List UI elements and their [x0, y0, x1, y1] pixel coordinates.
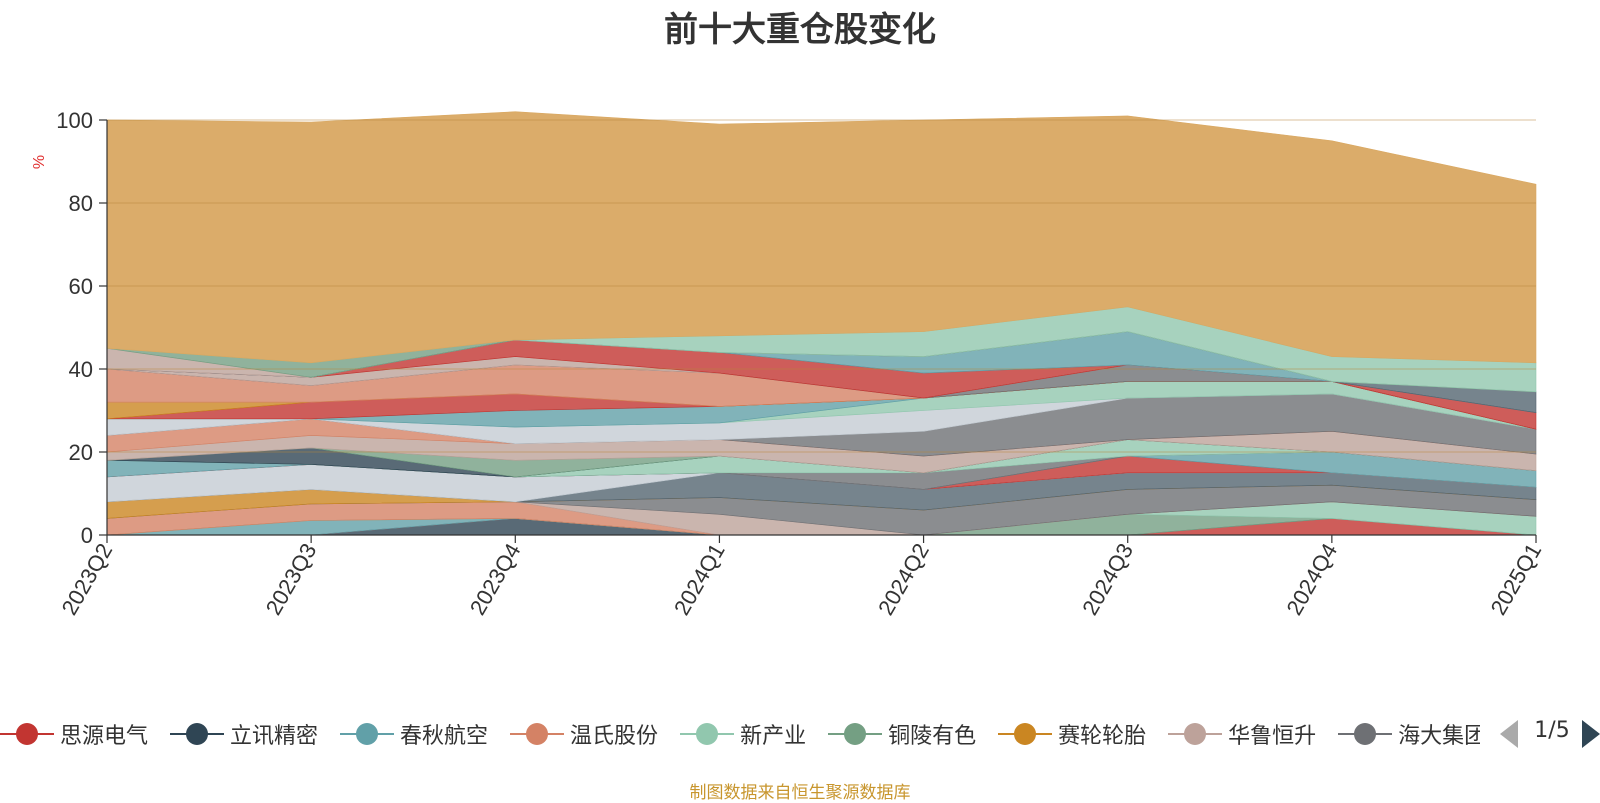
y-tick-label-0: 0 — [81, 523, 93, 548]
legend-label: 华鲁恒升 — [1228, 724, 1317, 749]
legend-next-page-icon[interactable] — [1582, 720, 1600, 748]
legend-label: 春秋航空 — [400, 724, 489, 749]
x-tick-label-2: 2023Q4 — [465, 539, 526, 619]
legend-item-7[interactable]: 华鲁恒升 — [1168, 712, 1316, 756]
legend-marker-icon — [170, 723, 225, 745]
legend-item-6[interactable]: 赛轮轮胎 — [998, 712, 1146, 756]
legend-prev-page-icon[interactable] — [1500, 720, 1518, 748]
legend-label: 思源电气 — [60, 724, 149, 749]
legend-page-indicator: 1/5 — [1534, 718, 1570, 743]
legend-item-4[interactable]: 新产业 — [680, 712, 806, 756]
area-series-34 — [106, 111, 1537, 364]
legend-item-1[interactable]: 立讯精密 — [170, 712, 318, 756]
legend-label: 海大集团 — [1398, 724, 1480, 749]
y-tick-label-1: 20 — [69, 440, 93, 465]
x-tick-label-7: 2025Q1 — [1486, 539, 1547, 619]
legend-item-8[interactable]: 海大集团 — [1338, 712, 1480, 756]
legend-marker-icon — [998, 723, 1053, 745]
x-tick-label-3: 2024Q1 — [669, 539, 730, 619]
legend-marker-icon — [340, 723, 395, 745]
x-tick-label-5: 2024Q3 — [1077, 539, 1138, 619]
legend-marker-icon — [680, 723, 735, 745]
legend-item-3[interactable]: 温氏股份 — [510, 712, 658, 756]
chart-title: 前十大重仓股变化 — [664, 10, 936, 50]
x-tick-label-1: 2023Q3 — [261, 539, 322, 619]
legend-item-2[interactable]: 春秋航空 — [340, 712, 488, 756]
x-tick-label-6: 2024Q4 — [1281, 539, 1342, 619]
legend-label: 立讯精密 — [230, 724, 319, 749]
x-tick-label-0: 2023Q2 — [57, 539, 118, 619]
legend: 思源电气 立讯精密 春秋航空 温氏股份 新产业 铜陵有色 赛轮轮胎 华鲁恒升 海大集团 — [0, 712, 1480, 756]
legend-marker-icon — [510, 723, 565, 745]
legend-marker-icon — [0, 723, 54, 745]
legend-label: 温氏股份 — [570, 724, 659, 749]
legend-label: 铜陵有色 — [888, 724, 977, 749]
y-axis-label: % — [31, 155, 48, 169]
chart-area: 0 20 40 60 80 100 2023Q2 2023Q3 2023Q4 2024Q1 2024… — [31, 108, 1547, 619]
legend-item-0[interactable]: 思源电气 — [0, 712, 148, 756]
legend-marker-icon — [828, 723, 883, 745]
y-tick-label-2: 40 — [69, 357, 93, 382]
legend-marker-icon — [1168, 723, 1223, 745]
legend-label: 新产业 — [740, 724, 807, 749]
legend-marker-icon — [1338, 723, 1393, 745]
legend-label: 赛轮轮胎 — [1058, 724, 1147, 749]
y-tick-label-3: 60 — [69, 274, 93, 299]
y-tick-label-5: 100 — [56, 108, 93, 133]
data-source-note: 制图数据来自恒生聚源数据库 — [689, 783, 911, 803]
legend-item-5[interactable]: 铜陵有色 — [828, 712, 976, 756]
y-tick-label-4: 80 — [69, 191, 93, 216]
legend-pager: 1/5 — [1500, 716, 1600, 752]
x-tick-label-4: 2024Q2 — [873, 539, 934, 619]
